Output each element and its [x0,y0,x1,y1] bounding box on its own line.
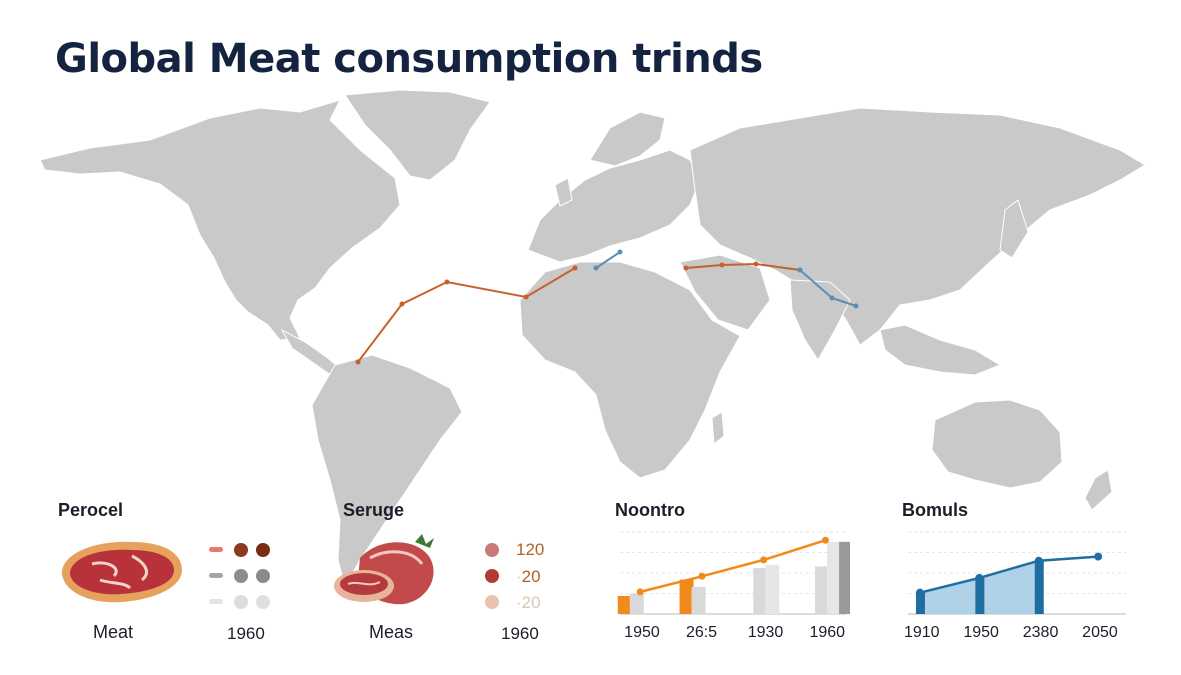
series-line [919,555,1099,594]
map-route-point [719,262,725,268]
panel-2-legend-1: 120 [516,540,545,559]
bar [617,595,632,614]
bar [815,566,830,614]
series-point [975,573,984,582]
panel-1-legend-dots [209,543,270,609]
map-route-point [797,267,803,273]
trend-point [821,536,829,544]
map-route-point [853,303,859,309]
page-title: Global Meat consumption trinds [55,36,763,82]
southeast-asia [879,324,1002,376]
map-route-point [683,265,689,271]
middle-east [679,254,771,331]
legend-swatch [209,547,223,552]
bar [629,593,644,614]
map-route-2 [685,262,801,271]
bar [679,579,694,614]
europe [527,149,701,263]
panel-4-title: Bomuls [902,500,969,520]
south-america [311,354,463,588]
panel-2-legend-dots [485,543,499,609]
map-route-point [572,265,578,271]
bar [915,592,925,614]
bar [839,541,850,614]
bar [765,564,780,614]
x-tick-label: 1950 [624,624,660,641]
noontro-chart [617,531,850,615]
bar [753,568,768,614]
bar [1034,560,1044,614]
trend-point [636,588,644,596]
panel-1-caption: Meat [93,622,134,642]
series-point [1034,556,1043,565]
legend-dot [234,543,248,557]
british-isles [554,177,573,207]
legend-dot [485,595,499,609]
bar [691,586,706,614]
bar [975,577,985,614]
north-america [39,99,401,341]
x-tick-label: 1960 [809,624,846,641]
steak-icon [61,541,183,603]
x-tick-label: 1950 [963,624,999,641]
india [789,279,851,361]
legend-dot [234,595,248,609]
legend-dot [234,569,248,583]
panel-2-legend-2: ·20 [516,567,541,586]
panel-2-legend-3: ·20 [516,593,541,612]
map-route-point [523,294,529,300]
series-point [1094,552,1103,561]
map-route-point [355,359,361,365]
x-tick-label: 2050 [1082,624,1118,641]
map-route-point [829,295,835,301]
trend-point [760,556,768,564]
x-tick-label: 26:5 [685,624,718,641]
map-route-point [593,265,599,271]
x-tick-label: 1930 [747,624,784,641]
map-route-point [753,261,759,267]
map-route-1 [595,251,621,269]
scandinavia [589,111,666,167]
legend-swatch [209,573,223,578]
continents [39,89,1146,588]
trend-point [698,572,706,580]
map-route-point [617,249,623,255]
panel-1-title: Perocel [58,500,124,520]
x-tick-label: 1910 [903,624,940,641]
australia [931,399,1063,489]
map-route-point [444,279,450,285]
madagascar [711,411,725,445]
legend-swatch [209,599,223,604]
panel-2-title: Seruge [343,500,405,520]
legend-dot [256,569,270,583]
map-route-point [399,301,405,307]
map-routes [355,249,859,365]
legend-dot [256,595,270,609]
panel-2-year: 1960 [501,624,539,643]
panel-3-title: Noontro [615,500,685,520]
greenland [344,89,491,181]
roast-meat-icon [334,534,434,605]
japan [999,199,1029,259]
bomuls-chart [908,531,1126,615]
trend-line [639,539,826,594]
africa [519,261,741,479]
bar [827,541,842,614]
panel-2-caption: Meas [369,622,414,642]
panel-1-year: 1960 [227,624,265,643]
legend-dot [256,543,270,557]
legend-dot [485,569,499,583]
series-point [915,588,924,597]
new-zealand [1084,469,1113,511]
x-tick-label: 2380 [1022,624,1059,641]
legend-dot [485,543,499,557]
